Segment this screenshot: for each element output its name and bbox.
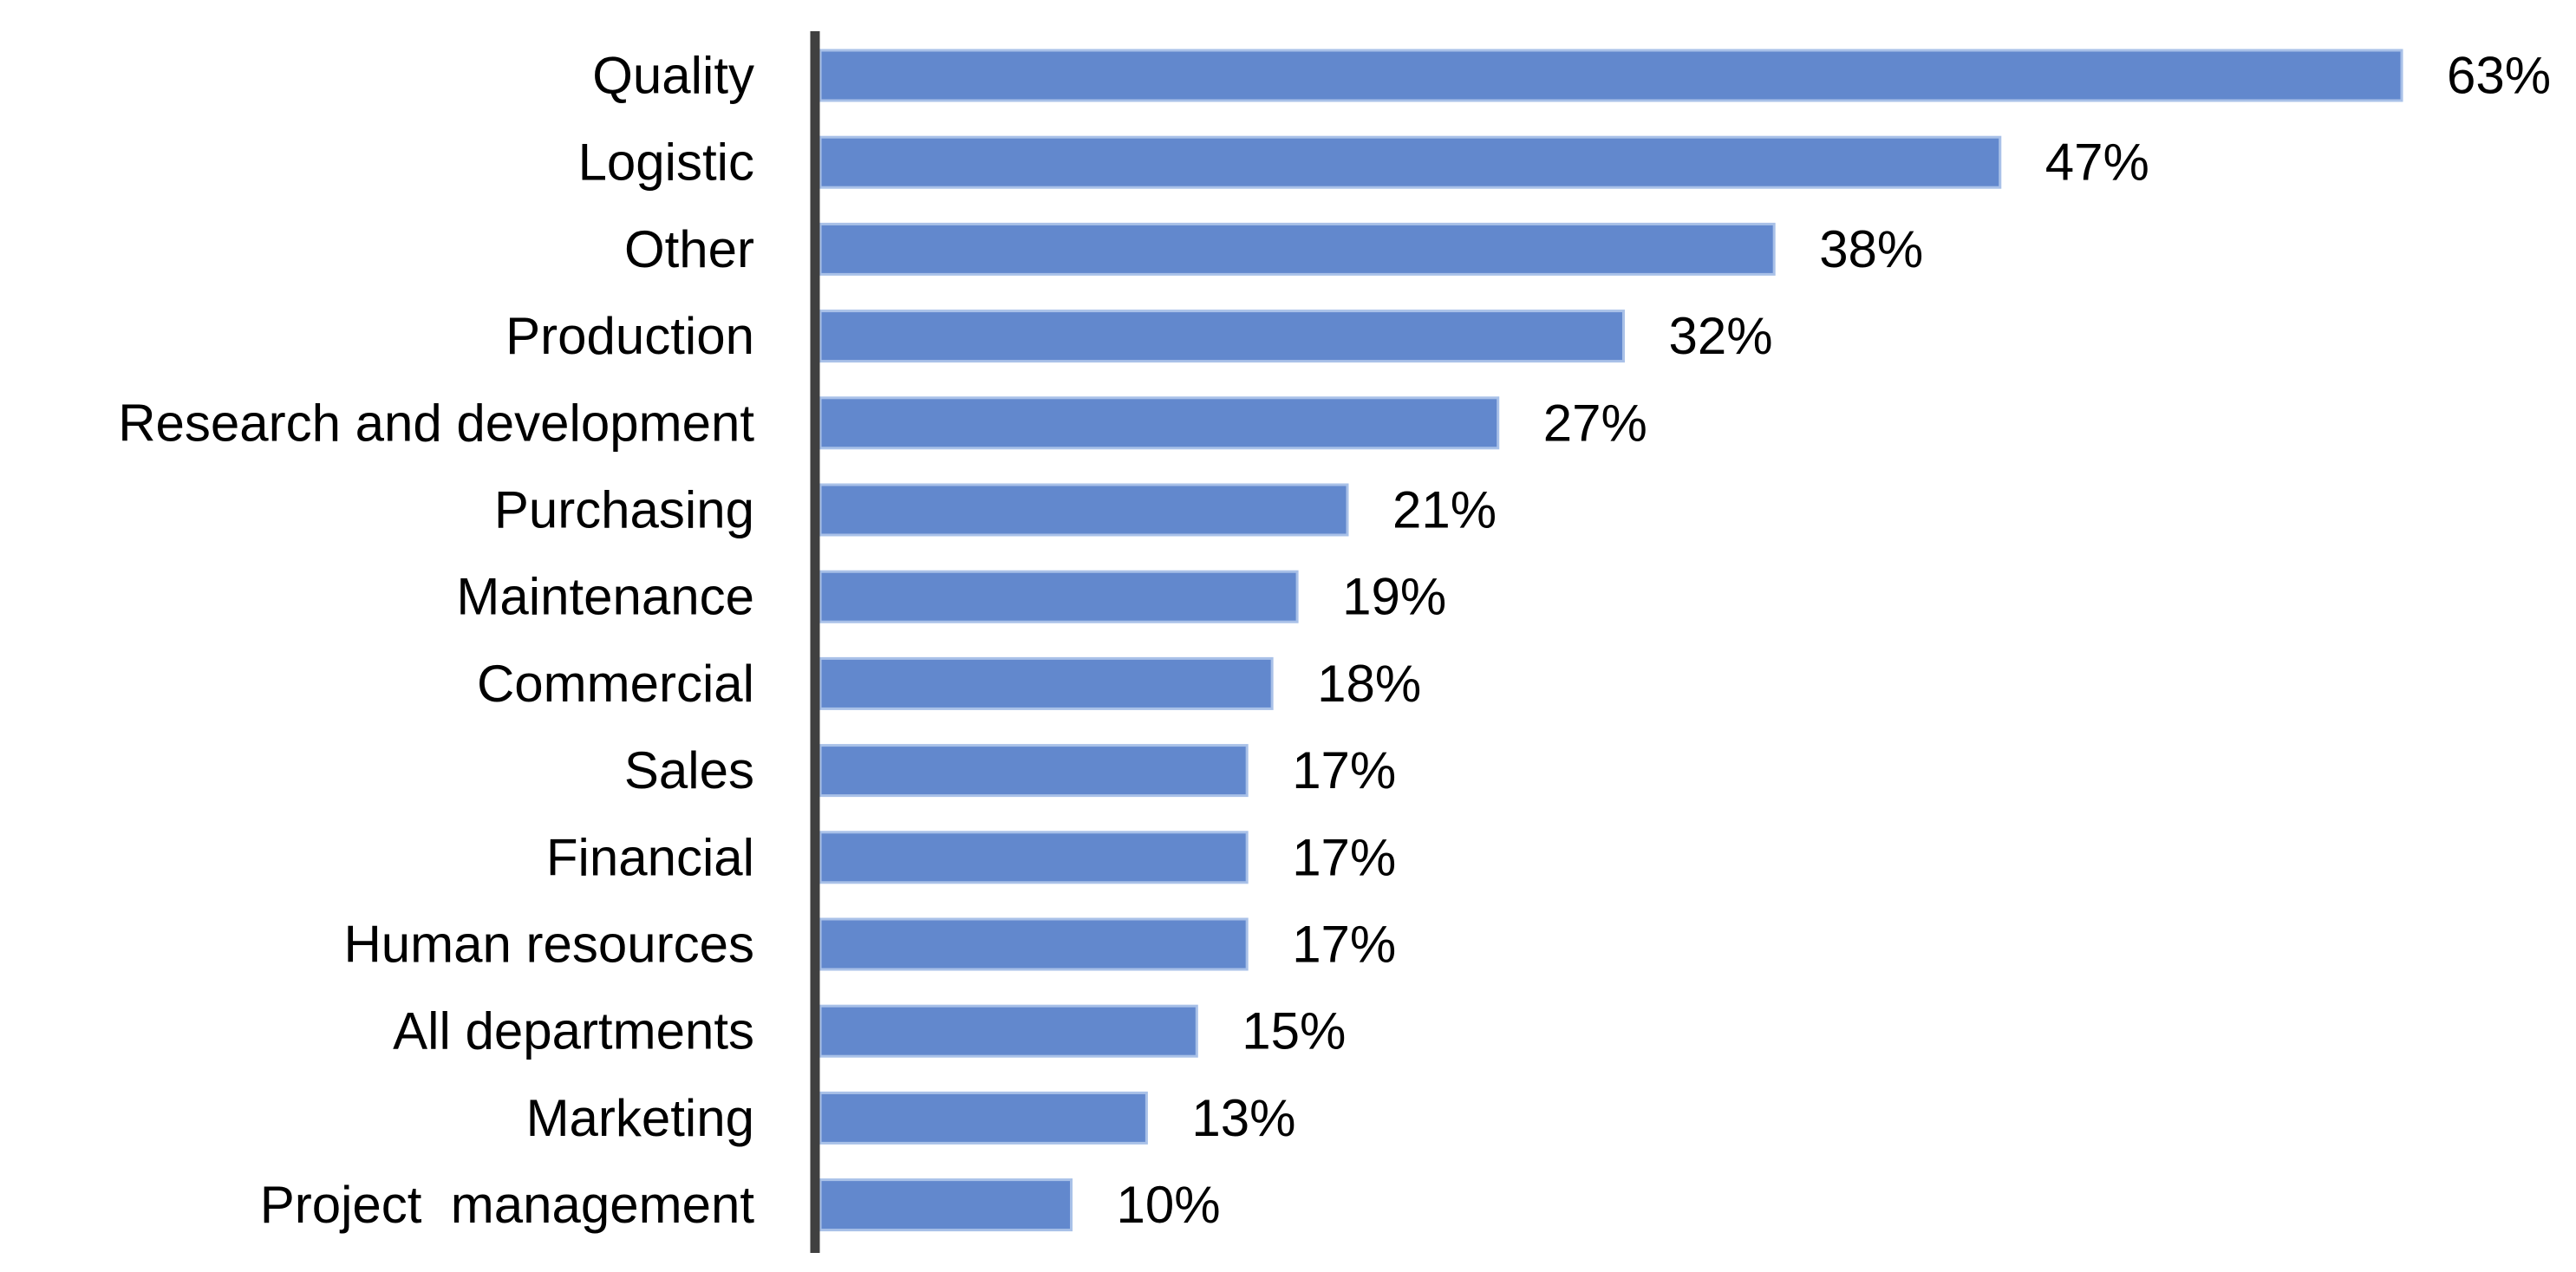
- bar-11: [818, 917, 1249, 971]
- bar-13: [818, 1091, 1148, 1145]
- value-label: 17%: [1292, 741, 1396, 799]
- category-label: Commercial: [477, 655, 754, 713]
- category-label: Sales: [624, 741, 754, 799]
- bar-2: [818, 135, 2002, 189]
- value-label: 32%: [1668, 307, 1772, 365]
- bar-12: [818, 1004, 1198, 1058]
- bars-layer: [818, 49, 2403, 1232]
- bar-6: [818, 483, 1349, 537]
- bar-9: [818, 744, 1249, 798]
- value-label: 13%: [1191, 1089, 1295, 1147]
- bar-5: [818, 396, 1500, 450]
- category-labels: Quality Logistic Other Production Research a…: [118, 47, 754, 1235]
- category-label: Marketing: [526, 1089, 754, 1147]
- category-label: Human resources: [343, 916, 754, 974]
- value-label: 10%: [1117, 1176, 1221, 1234]
- category-label: Logistic: [578, 134, 754, 192]
- category-label: Other: [624, 220, 754, 278]
- value-label: 19%: [1342, 568, 1446, 626]
- bar-4: [818, 310, 1625, 363]
- category-label: Research and development: [118, 394, 754, 452]
- value-label: 63%: [2447, 47, 2551, 105]
- value-labels: 63% 47% 38% 32% 27% 21% 19% 18% 17% 17% 17% 15% 13% 1…: [1117, 47, 2552, 1235]
- category-label: Maintenance: [456, 568, 754, 626]
- bar-10: [818, 831, 1249, 884]
- bar-8: [818, 656, 1274, 710]
- value-label: 27%: [1543, 394, 1647, 452]
- value-label: 47%: [2045, 134, 2149, 192]
- category-label: Production: [505, 307, 754, 365]
- value-label: 17%: [1292, 828, 1396, 886]
- bar-7: [818, 570, 1299, 623]
- value-label: 15%: [1242, 1002, 1346, 1060]
- value-label: 21%: [1392, 481, 1497, 539]
- value-label: 18%: [1317, 655, 1421, 713]
- value-label: 38%: [1819, 220, 1923, 278]
- bar-3: [818, 222, 1776, 276]
- category-label: Purchasing: [494, 481, 754, 539]
- category-label: Financial: [546, 828, 754, 886]
- category-label: Quality: [592, 47, 754, 105]
- category-label: All departments: [393, 1002, 754, 1060]
- bar-1: [818, 49, 2403, 102]
- value-label: 17%: [1292, 916, 1396, 974]
- category-label: Project management: [260, 1176, 755, 1234]
- bar-14: [818, 1178, 1073, 1232]
